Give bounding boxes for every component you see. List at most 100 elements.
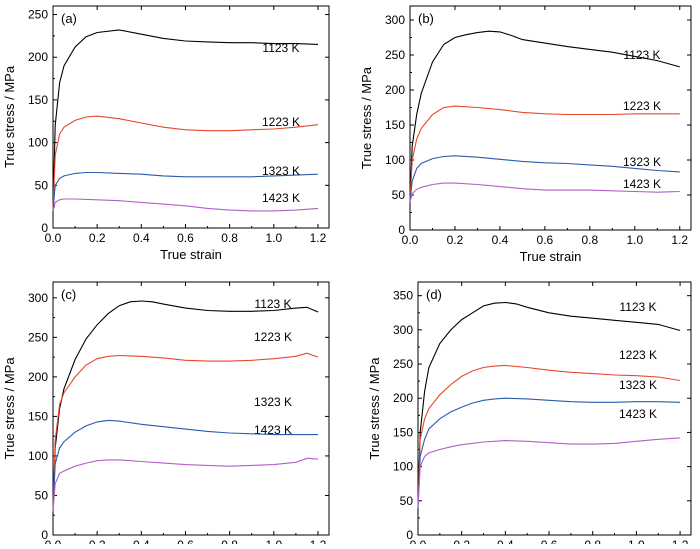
x-tick-label: 0.2: [89, 538, 106, 544]
x-tick-label: 0.2: [447, 233, 464, 247]
y-tick-label: 150: [393, 425, 413, 439]
x-tick-label: 0.0: [45, 231, 62, 245]
series-label: 1423 K: [254, 423, 292, 437]
plot-frame: [417, 281, 692, 536]
y-tick-label: 350: [393, 289, 413, 303]
series-line: [52, 29, 319, 211]
y-tick-label: 100: [393, 460, 413, 474]
panel-label: (c): [61, 287, 76, 302]
series-line: [52, 352, 319, 512]
series-label: 1323 K: [254, 395, 292, 409]
y-tick-label: 100: [385, 153, 405, 167]
x-tick-label: 1.2: [671, 233, 688, 247]
series-line: [417, 364, 681, 508]
series-line: [417, 437, 681, 508]
chart-panel: 0.00.20.40.60.81.01.20501001502002503003…: [367, 281, 692, 549]
series-line: [52, 115, 319, 211]
y-tick-label: 200: [385, 83, 405, 97]
series-label: 1123 K: [623, 48, 660, 62]
x-tick-label: 0.4: [133, 231, 150, 245]
plot-frame: [52, 5, 330, 229]
x-tick-label: 0.0: [402, 233, 419, 247]
x-tick-label: 0.6: [177, 231, 194, 245]
y-tick-label: 250: [28, 330, 48, 344]
series-line: [409, 105, 680, 203]
x-tick-label: 0.2: [453, 538, 470, 544]
x-tick-label: 0.8: [584, 538, 601, 544]
y-tick-label: 300: [393, 323, 413, 337]
y-tick-label: 100: [28, 449, 48, 463]
y-tick-label: 200: [28, 370, 48, 384]
series-line: [52, 171, 319, 211]
x-tick-label: 0.6: [177, 538, 194, 544]
x-tick-label: 1.0: [628, 538, 645, 544]
x-axis-label: True strain: [520, 249, 582, 264]
y-axis-label: True stress / MPa: [367, 357, 382, 460]
series-label: 1323 K: [619, 378, 657, 392]
x-tick-label: 0.2: [89, 231, 106, 245]
series-line: [52, 457, 319, 512]
series-label: 1123 K: [254, 297, 291, 311]
x-tick-label: 1.2: [310, 538, 327, 544]
y-tick-label: 150: [28, 93, 48, 107]
series-label: 1323 K: [623, 155, 661, 169]
y-tick-label: 200: [393, 391, 413, 405]
y-tick-label: 50: [35, 178, 49, 192]
y-tick-label: 0: [41, 221, 48, 235]
series-label: 1423 K: [623, 177, 661, 191]
series-label: 1223 K: [262, 115, 300, 129]
panel-label: (d): [426, 287, 442, 302]
series-label: 1223 K: [619, 348, 657, 362]
series-line: [52, 419, 318, 512]
x-tick-label: 0.6: [537, 233, 554, 247]
x-tick-label: 1.2: [672, 538, 689, 544]
plot-frame: [409, 5, 692, 231]
y-tick-label: 200: [28, 50, 48, 64]
series-line: [417, 397, 681, 508]
x-tick-label: 0.8: [581, 233, 598, 247]
x-tick-label: 1.0: [265, 538, 282, 544]
series-label: 1223 K: [623, 99, 661, 113]
x-tick-label: 0.4: [133, 538, 150, 544]
series-line: [52, 198, 319, 212]
y-tick-label: 0: [398, 223, 405, 237]
y-axis-label: True stress / MPa: [359, 66, 374, 169]
y-tick-label: 250: [385, 48, 405, 62]
series-label: 1123 K: [262, 41, 299, 55]
chart-panel: 0.00.20.40.60.81.01.2050100150200250300T…: [2, 281, 330, 549]
series-label: 1423 K: [619, 407, 657, 421]
y-tick-label: 300: [28, 291, 48, 305]
series-label: 1423 K: [262, 191, 300, 205]
x-tick-label: 1.2: [310, 231, 327, 245]
y-axis-label: True stress / MPa: [2, 65, 17, 168]
series-line: [417, 301, 681, 508]
y-tick-label: 150: [28, 409, 48, 423]
series-label: 1123 K: [619, 300, 656, 314]
x-tick-label: 1.0: [626, 233, 643, 247]
x-tick-label: 0.6: [541, 538, 558, 544]
y-tick-label: 50: [35, 488, 49, 502]
y-tick-label: 50: [400, 494, 414, 508]
y-tick-label: 250: [393, 357, 413, 371]
series-line: [409, 155, 680, 203]
series-line: [409, 30, 680, 203]
y-tick-label: 100: [28, 136, 48, 150]
y-tick-label: 300: [385, 13, 405, 27]
x-tick-label: 0.8: [221, 538, 238, 544]
series-label: 1323 K: [262, 164, 300, 178]
y-tick-label: 150: [385, 118, 405, 132]
y-tick-label: 250: [28, 8, 48, 22]
plot-frame: [52, 281, 330, 536]
y-tick-label: 0: [406, 528, 413, 542]
panel-label: (b): [418, 11, 434, 26]
chart-panel: 0.0 0.2 0.4 0.6 0.8 1.0 1.2 0 50 100 150 200 250 True…: [2, 5, 330, 262]
y-tick-label: 0: [41, 528, 48, 542]
x-axis-label: True strain: [160, 247, 222, 262]
x-tick-label: 1.0: [265, 231, 282, 245]
x-tick-label: 0.4: [492, 233, 509, 247]
series-label: 1223 K: [254, 330, 292, 344]
series-line: [409, 182, 680, 203]
